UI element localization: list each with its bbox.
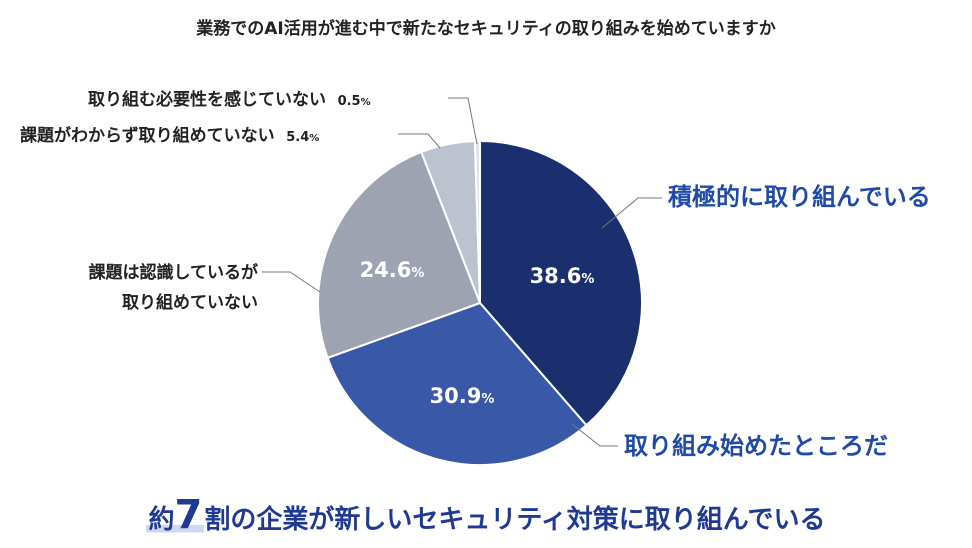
value-s0-unit: %	[581, 272, 594, 287]
value-s2: 24.6%	[360, 258, 425, 282]
label-s3: 課題がわからず取り組めていない 5.4%	[20, 125, 319, 146]
pie-slice-0	[479, 139, 643, 427]
value-s2-number: 24.6	[360, 258, 412, 282]
label-s4-value: 0.5	[338, 94, 361, 109]
value-s1: 30.9%	[430, 384, 495, 408]
value-s0-number: 38.6	[530, 264, 582, 288]
label-s3-text: 課題がわからず取り組めていない	[20, 125, 275, 146]
label-s2-line2: 取り組めていない	[122, 292, 258, 313]
chart-title: 業務でのAI活用が進む中で新たなセキュリティの取り組みを始めていますか	[196, 19, 776, 39]
label-s4-text: 取り組む必要性を感じていない	[88, 89, 326, 110]
label-s4-unit: %	[361, 97, 371, 108]
label-s3-unit: %	[309, 133, 319, 144]
label-s4: 取り組む必要性を感じていない 0.5%	[88, 89, 371, 110]
leader-line-s1	[571, 423, 618, 447]
pie-slice-1	[326, 301, 588, 466]
value-s0: 38.6%	[530, 264, 595, 288]
pie-slice-4	[473, 139, 481, 304]
leader-line-s3	[398, 133, 441, 149]
label-s1: 取り組み始めたところだ	[624, 432, 888, 460]
summary-highlight: 約7	[146, 492, 205, 538]
summary-number: 7	[174, 492, 203, 538]
value-s1-number: 30.9	[430, 384, 482, 408]
leader-line-s2	[262, 271, 321, 293]
label-s0: 積極的に取り組んでいる	[668, 183, 931, 211]
value-s1-unit: %	[481, 392, 494, 407]
summary-prefix: 約	[148, 505, 175, 535]
label-s2-line1: 課題は認識しているが	[89, 262, 259, 283]
leader-line-s0	[601, 197, 662, 229]
value-s2-unit: %	[411, 266, 424, 281]
leader-lines	[262, 97, 662, 447]
label-s3-value: 5.4	[286, 130, 309, 145]
summary-caption: 約7割の企業が新しいセキュリティ対策に取り組んでいる	[0, 492, 972, 543]
pie-slice-2	[317, 150, 482, 360]
pie-slices	[317, 139, 643, 466]
summary-suffix: 割の企業が新しいセキュリティ対策に取り組んでいる	[204, 505, 826, 535]
leader-line-s4	[448, 97, 478, 145]
